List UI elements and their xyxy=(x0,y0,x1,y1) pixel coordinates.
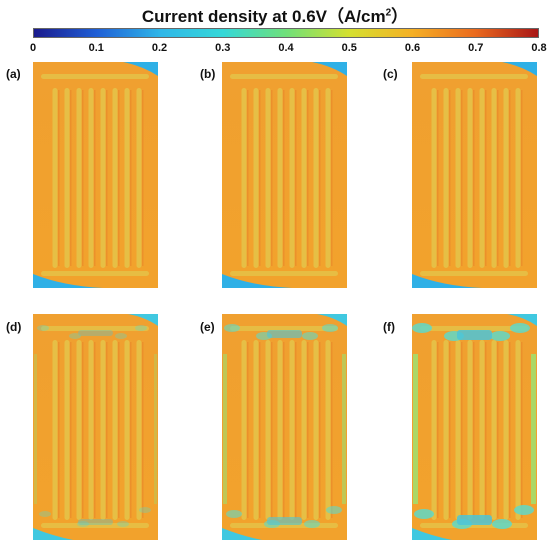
panel-label-b: (b) xyxy=(200,67,216,81)
colorbar-tick: 0.8 xyxy=(531,42,547,54)
colorbar-tick: 0.6 xyxy=(404,42,421,54)
panel-label-d: (d) xyxy=(6,320,22,334)
colorbar-tick: 0.7 xyxy=(468,42,484,54)
panel-c xyxy=(412,62,537,288)
panel-label-f: (f) xyxy=(383,320,395,334)
panel-b xyxy=(222,62,347,288)
colorbar-tick: 0.1 xyxy=(88,42,104,54)
panel-f xyxy=(412,314,537,540)
panel-d xyxy=(33,314,158,540)
panel-a xyxy=(33,62,158,288)
colorbar xyxy=(33,28,539,38)
title-unit: （A/cm2） xyxy=(327,7,409,26)
colorbar-tick: 0.4 xyxy=(278,42,294,54)
colorbar-tick: 0.2 xyxy=(151,42,168,54)
colorbar-tick: 0 xyxy=(29,42,37,54)
panel-e xyxy=(222,314,347,540)
colorbar-tick: 0.5 xyxy=(341,42,357,54)
panel-label-a: (a) xyxy=(6,67,21,81)
title-text: Current density at 0.6V xyxy=(141,7,328,26)
figure-title: Current density at 0.6V（A/cm2） xyxy=(0,2,550,27)
panel-label-c: (c) xyxy=(383,67,398,81)
panel-label-e: (e) xyxy=(200,320,215,334)
colorbar-tick: 0.3 xyxy=(215,42,231,54)
